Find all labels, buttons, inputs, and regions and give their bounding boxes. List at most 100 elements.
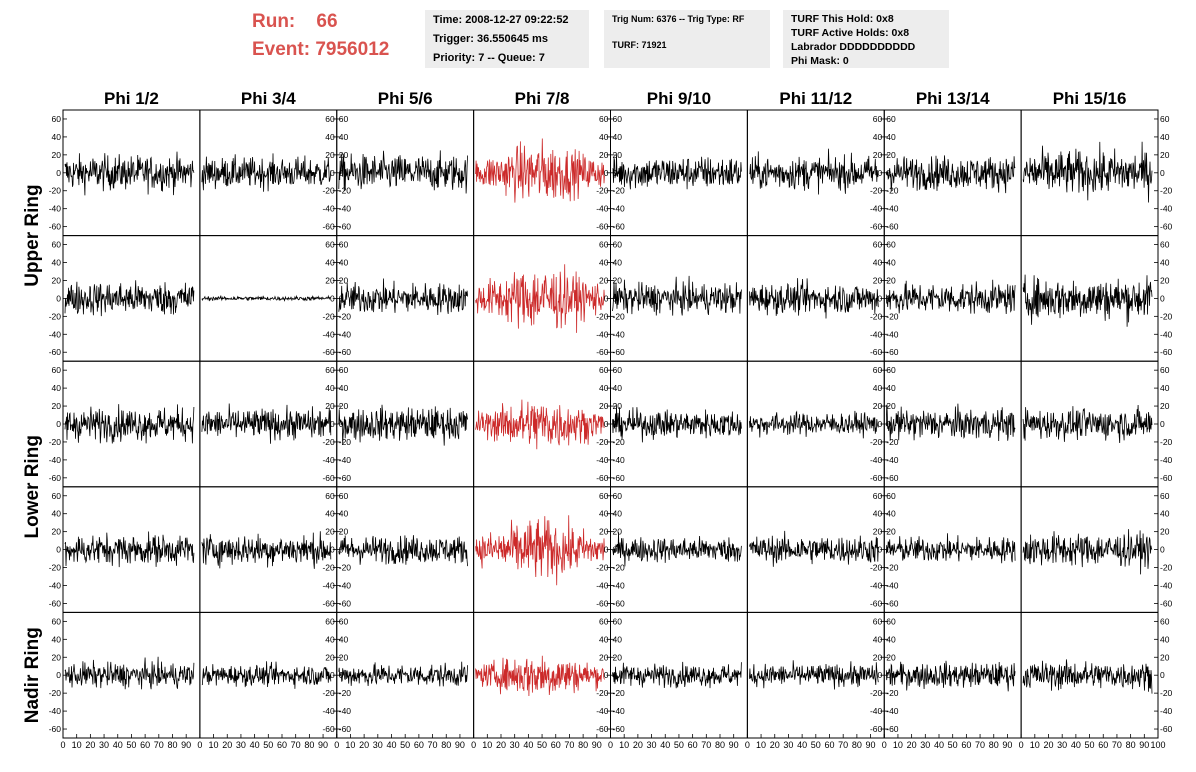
y-tick-label: -40 [1160, 455, 1173, 465]
y-tick-label: -20 [886, 688, 899, 698]
y-tick-label: -40 [322, 706, 335, 716]
y-tick-label: -60 [596, 473, 609, 483]
y-tick-label: 20 [886, 275, 896, 285]
y-tick-label: 60 [325, 240, 335, 250]
x-tick-label: 90 [866, 740, 876, 750]
y-tick-label: -40 [613, 580, 626, 590]
y-tick-label: -20 [322, 437, 335, 447]
y-tick-label: 60 [599, 240, 609, 250]
y-tick-label: 0 [339, 545, 344, 555]
waveform-trace [338, 278, 468, 316]
waveform-trace [1022, 529, 1153, 575]
y-tick-label: 40 [873, 509, 883, 519]
time-info-box: Time: 2008-12-27 09:22:52 Trigger: 36.55… [425, 10, 589, 68]
waveform-trace [749, 410, 879, 439]
y-tick-label: -40 [339, 580, 352, 590]
y-tick-label: -40 [613, 455, 626, 465]
y-tick-label: -20 [613, 311, 626, 321]
y-tick-label: 20 [886, 652, 896, 662]
x-tick-label: 10 [482, 740, 492, 750]
y-tick-label: 40 [886, 258, 896, 268]
y-tick-label: 40 [52, 634, 62, 644]
y-tick-label: -40 [339, 204, 352, 214]
y-tick-label: 20 [339, 401, 349, 411]
waveform-trace [885, 403, 1016, 442]
y-tick-label: 40 [599, 383, 609, 393]
y-tick-label: -20 [322, 311, 335, 321]
waveform-trace [338, 535, 468, 567]
row-label-2: Lower Ring [22, 435, 43, 538]
x-tick-label: 70 [291, 740, 301, 750]
y-tick-label: -60 [339, 598, 352, 608]
x-tick-label: 10 [345, 740, 355, 750]
y-tick-label: 20 [325, 401, 335, 411]
panel-r4-c2: -60 -40 -20 0 20 40 60 [199, 486, 352, 613]
y-tick-label: 20 [1160, 150, 1170, 160]
x-tick-label: 80 [1126, 740, 1136, 750]
y-tick-label: -20 [49, 437, 62, 447]
phi-mask-line: Phi Mask: 0 [791, 55, 849, 67]
waveform-trace [64, 404, 195, 444]
y-tick-label: 60 [873, 616, 883, 626]
x-tick-label: 50 [263, 740, 273, 750]
panel-r2-c1: -60 -40 -20 0 20 40 60 [49, 235, 201, 362]
x-tick-label: 50 [811, 740, 821, 750]
hold-line: TURF This Hold: 0x8 [791, 13, 894, 25]
x-tick-label: 20 [496, 740, 506, 750]
y-tick-label: 60 [613, 616, 623, 626]
y-tick-label: -60 [870, 598, 883, 608]
y-tick-label: -40 [886, 580, 899, 590]
trigger-line: Trigger: 36.550645 ms [433, 33, 548, 45]
y-tick-label: 40 [599, 509, 609, 519]
y-tick-label: 60 [1160, 616, 1170, 626]
x-tick-label: 70 [428, 740, 438, 750]
y-tick-label: 20 [52, 652, 62, 662]
x-tick-label: 50 [126, 740, 136, 750]
waveform-trace [475, 264, 605, 333]
y-tick-label: 60 [613, 114, 623, 124]
y-tick-label: 60 [613, 365, 623, 375]
x-tick-label: 30 [510, 740, 520, 750]
y-tick-label: 60 [886, 240, 896, 250]
y-tick-label: 20 [613, 275, 623, 285]
x-tick-label: 90 [592, 740, 602, 750]
y-tick-label: -40 [870, 204, 883, 214]
y-tick-label: 40 [339, 383, 349, 393]
y-tick-label: 40 [886, 132, 896, 142]
y-tick-label: 60 [325, 616, 335, 626]
y-tick-label: -40 [49, 580, 62, 590]
x-tick-label: 80 [578, 740, 588, 750]
x-tick-label: 40 [660, 740, 670, 750]
x-tick-label: 30 [783, 740, 793, 750]
y-tick-label: 40 [873, 383, 883, 393]
labrador-line: Labrador DDDDDDDDDD [791, 41, 916, 53]
y-tick-label: -60 [49, 347, 62, 357]
x-tick-label: 60 [551, 740, 561, 750]
waveform-trace [338, 404, 468, 446]
y-tick-label: -60 [886, 347, 899, 357]
x-tick-label: 60 [824, 740, 834, 750]
y-tick-label: 40 [325, 634, 335, 644]
x-tick-label: 0 [1019, 740, 1024, 750]
y-tick-label: 20 [599, 652, 609, 662]
y-tick-label: -60 [596, 347, 609, 357]
y-tick-label: 20 [873, 275, 883, 285]
y-tick-label: 40 [1160, 634, 1170, 644]
x-tick-label: 0 [197, 740, 202, 750]
y-tick-label: 60 [325, 114, 335, 124]
y-tick-label: -20 [870, 688, 883, 698]
y-tick-label: 40 [886, 383, 896, 393]
y-tick-label: -40 [1160, 204, 1173, 214]
y-tick-label: 0 [330, 670, 335, 680]
y-tick-label: -40 [49, 329, 62, 339]
waveform-trace [612, 405, 742, 443]
y-tick-label: -20 [596, 186, 609, 196]
column-header-1: Phi 1/2 [104, 89, 159, 108]
y-tick-label: -60 [339, 473, 352, 483]
y-tick-label: 60 [873, 491, 883, 501]
y-tick-label: 40 [613, 258, 623, 268]
